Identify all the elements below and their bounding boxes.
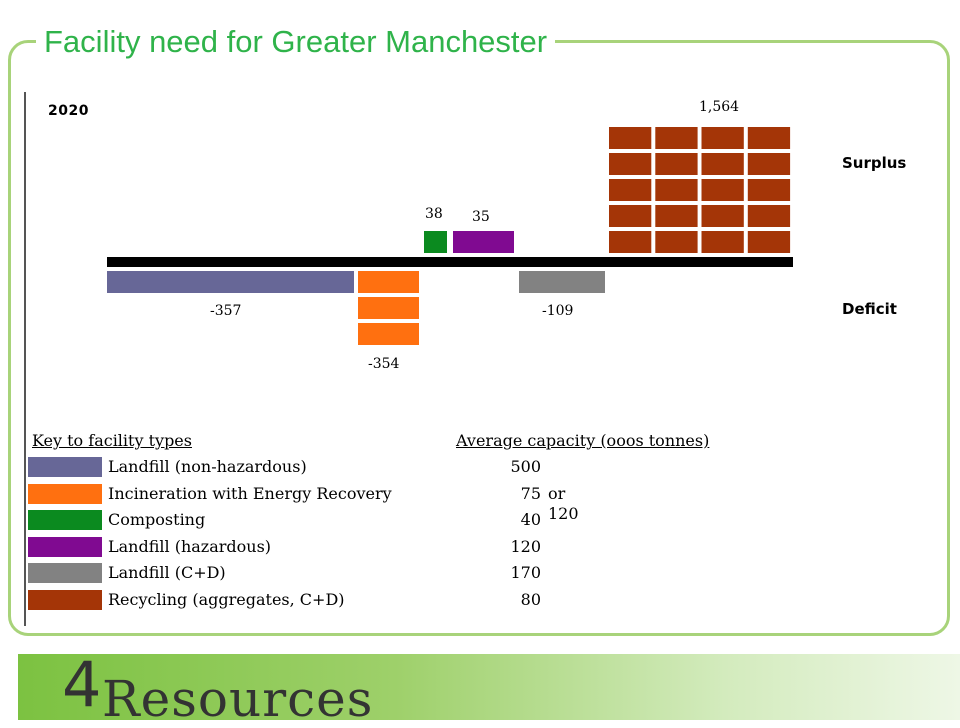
bar-block xyxy=(747,231,791,253)
bar-block xyxy=(519,271,605,293)
bar-block xyxy=(358,297,419,319)
bar-value-label: 38 xyxy=(425,206,443,222)
deficit-label: Deficit xyxy=(842,300,897,318)
bar-block xyxy=(747,153,791,175)
bar-value-label: -357 xyxy=(210,303,242,319)
surplus-label: Surplus xyxy=(842,154,907,172)
key-capacity-value: 120 xyxy=(510,536,541,556)
bar-block xyxy=(701,179,744,201)
footer-banner: 4 Resources xyxy=(18,648,960,728)
slide-title: Facility need for Greater Manchester xyxy=(36,22,556,62)
key-heading: Key to facility types xyxy=(32,431,192,450)
capacity-heading: Average capacity (ooos tonnes) xyxy=(456,431,710,450)
key-capacity-value: 170 xyxy=(510,563,541,582)
key-swatch xyxy=(28,589,102,610)
bar-block xyxy=(609,205,652,227)
bar-block xyxy=(655,153,698,175)
key-swatch xyxy=(28,457,102,477)
bar-block xyxy=(655,231,698,253)
key-swatch xyxy=(28,510,102,530)
bar-block xyxy=(701,205,744,227)
facility-chart xyxy=(107,127,793,345)
key-capacity-value: 75 xyxy=(520,483,541,503)
bar-block xyxy=(609,179,652,201)
bar-block xyxy=(747,127,791,149)
bar-block xyxy=(747,205,791,227)
bar-block xyxy=(701,127,744,149)
bar-block xyxy=(609,153,652,175)
bar-value-label: 35 xyxy=(472,209,490,225)
key-swatch xyxy=(28,536,102,557)
bar-block xyxy=(747,179,791,201)
bar-block xyxy=(453,231,514,253)
key-capacity-value: 80 xyxy=(520,589,541,609)
bar-block xyxy=(358,271,419,293)
bar-block xyxy=(609,231,652,253)
bar-block xyxy=(701,153,744,175)
key-capacity-value: 40 xyxy=(520,510,541,529)
bar-block xyxy=(655,179,698,201)
chart-left-rule xyxy=(24,92,26,626)
key-facility-name: Composting xyxy=(108,510,206,529)
bar-value-label: 1,564 xyxy=(699,99,740,115)
key-capacity-alt: or 120 xyxy=(548,483,579,523)
bar-block xyxy=(358,323,419,345)
bar-block xyxy=(107,271,354,293)
bar-value-label: -354 xyxy=(368,356,400,372)
logo-text: Resources xyxy=(102,670,374,728)
key-swatch xyxy=(28,563,102,583)
bar-block xyxy=(655,205,698,227)
key-facility-name: Landfill (hazardous) xyxy=(108,536,272,556)
bar-value-label: -109 xyxy=(542,303,574,319)
bar-block xyxy=(701,231,744,253)
bar-block xyxy=(609,127,652,149)
key-facility-name: Landfill (non-hazardous) xyxy=(108,457,307,476)
key-facility-name: Landfill (C+D) xyxy=(108,563,226,582)
key-facility-name: Incineration with Energy Recovery xyxy=(108,483,392,503)
chart-year-label: 2020 xyxy=(48,103,89,119)
logo-numeral: 4 xyxy=(62,648,102,721)
bar-block xyxy=(655,127,698,149)
baseline-axis xyxy=(107,257,793,267)
key-swatch xyxy=(28,483,102,504)
key-capacity-value: 500 xyxy=(510,457,541,476)
key-facility-name: Recycling (aggregates, C+D) xyxy=(108,589,345,609)
bar-block xyxy=(424,231,447,253)
